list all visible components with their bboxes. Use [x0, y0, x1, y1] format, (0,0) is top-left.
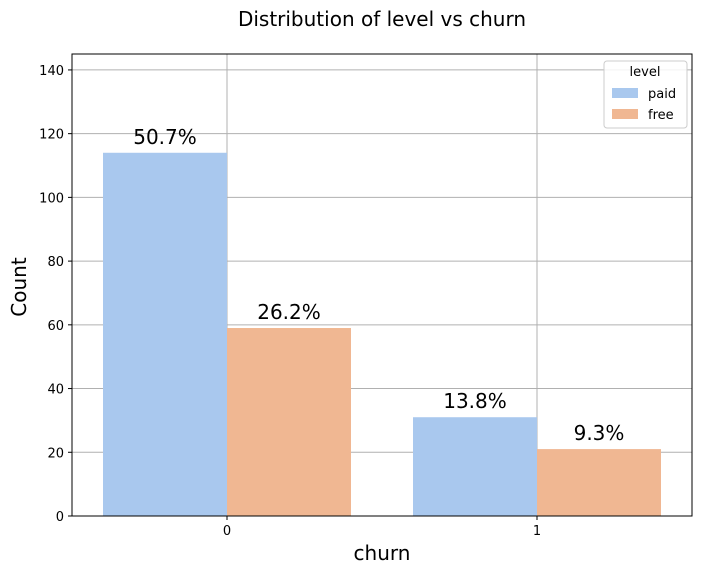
y-tick-label: 20: [47, 446, 64, 461]
legend: level paid free: [603, 60, 688, 129]
chart-title: Distribution of level vs churn: [238, 7, 526, 31]
y-axis: 0 20 40 60 80 100 120 140: [39, 64, 72, 525]
x-axis-label: churn: [354, 541, 411, 565]
legend-label-paid: paid: [648, 87, 676, 102]
data-label-free-0: 26.2%: [257, 300, 321, 324]
y-tick-label: 100: [39, 191, 64, 206]
x-tick-label: 0: [223, 524, 231, 539]
y-tick-label: 0: [56, 510, 64, 525]
data-label-paid-0: 50.7%: [133, 125, 197, 149]
bar-free-0: [227, 328, 351, 516]
y-tick-label: 120: [39, 128, 64, 143]
y-tick-label: 80: [47, 255, 64, 270]
y-axis-label: Count: [7, 257, 31, 317]
plot-frame: [71, 53, 693, 517]
legend-swatch-paid: [612, 88, 638, 98]
legend-swatch-free: [612, 109, 638, 119]
y-tick-label: 140: [39, 64, 64, 79]
y-tick-label: 60: [47, 319, 64, 334]
legend-title: level: [630, 65, 661, 80]
data-labels: 50.7% 13.8% 26.2% 9.3%: [133, 125, 624, 445]
x-tick-label: 1: [533, 524, 541, 539]
data-label-paid-1: 13.8%: [443, 389, 507, 413]
data-label-free-1: 9.3%: [574, 421, 625, 445]
legend-label-free: free: [648, 108, 674, 123]
bar-paid-1: [413, 417, 537, 516]
y-tick-label: 40: [47, 383, 64, 398]
bar-paid-0: [103, 152, 227, 517]
bars: [103, 152, 661, 517]
bar-free-1: [537, 449, 661, 516]
